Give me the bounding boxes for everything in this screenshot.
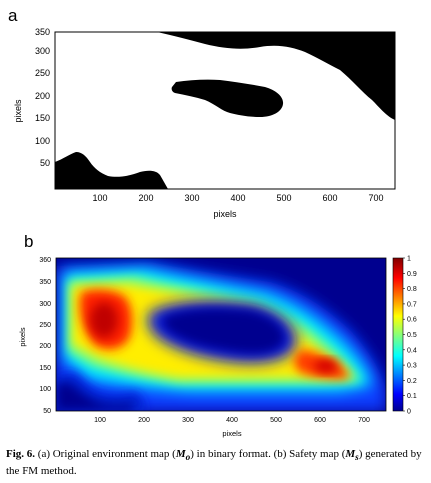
colorbar-tick-label: 0.5 bbox=[407, 332, 417, 339]
panel-a-xlabel: pixels bbox=[213, 209, 237, 219]
panel-a-xtick: 600 bbox=[322, 193, 337, 203]
figure-caption: Fig. 6. (a) Original environment map (Mo… bbox=[6, 447, 426, 478]
panel-a-ytick: 150 bbox=[35, 113, 50, 123]
colorbar-tick-label: 0.8 bbox=[407, 286, 417, 293]
panel-b-ytick: 360 bbox=[39, 257, 51, 264]
panel-a-xtick: 300 bbox=[184, 193, 199, 203]
panel-b-ytick: 200 bbox=[39, 343, 51, 350]
panel-b-xtick: 600 bbox=[314, 417, 326, 424]
caption-math: M bbox=[176, 448, 186, 460]
panel-a-ytick: 350 bbox=[35, 27, 50, 37]
panel-a-xtick: 200 bbox=[138, 193, 153, 203]
panel-a-yticks: 350 300 250 200 150 100 50 bbox=[35, 27, 50, 168]
colorbar-tick-label: 0.9 bbox=[407, 271, 417, 278]
panel-b-ytick: 350 bbox=[39, 279, 51, 286]
panel-a-ytick: 200 bbox=[35, 91, 50, 101]
colorbar bbox=[393, 258, 403, 411]
panel-a-ytick: 250 bbox=[35, 68, 50, 78]
caption-text: (a) Original environment map ( bbox=[35, 448, 176, 460]
panel-b-ytick: 300 bbox=[39, 301, 51, 308]
panel-b-plot bbox=[56, 258, 386, 411]
panel-a-ylabel: pixels bbox=[13, 99, 23, 123]
panel-b-xtick: 300 bbox=[182, 417, 194, 424]
colorbar-tick-label: 0 bbox=[407, 409, 411, 416]
panel-a-xticks: 100 200 300 400 500 600 700 bbox=[92, 193, 383, 203]
colorbar-ticks: 0 0.1 0.2 0.3 0.4 0.5 0.6 0.7 0.8 0.9 1 bbox=[403, 256, 417, 416]
panel-a-xtick: 500 bbox=[276, 193, 291, 203]
colorbar-tick-label: 1 bbox=[407, 256, 411, 263]
panel-a-xtick: 700 bbox=[368, 193, 383, 203]
panel-a-plot bbox=[55, 32, 395, 189]
colorbar-tick-label: 0.2 bbox=[407, 378, 417, 385]
colorbar-tick-label: 0.1 bbox=[407, 393, 417, 400]
panel-a-xtick: 100 bbox=[92, 193, 107, 203]
colorbar-tick-label: 0.7 bbox=[407, 301, 417, 308]
panel-b-xtick: 400 bbox=[226, 417, 238, 424]
panel-b-ytick: 50 bbox=[43, 408, 51, 415]
panel-b-xlabel: pixels bbox=[222, 429, 241, 438]
panel-a-ytick: 50 bbox=[40, 158, 50, 168]
panel-b-xtick: 700 bbox=[358, 417, 370, 424]
caption-text: ) in binary format. (b) Safety map ( bbox=[190, 448, 345, 460]
panel-b-xtick: 200 bbox=[138, 417, 150, 424]
figure-svg: 350 300 250 200 150 100 50 100 200 300 4… bbox=[0, 0, 431, 445]
panel-b-xtick: 500 bbox=[270, 417, 282, 424]
colorbar-tick-label: 0.4 bbox=[407, 347, 417, 354]
panel-b-ylabel: pixels bbox=[18, 327, 27, 346]
colorbar-tick-label: 0.6 bbox=[407, 317, 417, 324]
colorbar-tick-label: 0.3 bbox=[407, 363, 417, 370]
panel-b-ytick: 150 bbox=[39, 365, 51, 372]
caption-fig-number: Fig. 6. bbox=[6, 448, 35, 460]
panel-b-xticks: 100 200 300 400 500 600 700 bbox=[94, 417, 370, 424]
panel-a-ytick: 300 bbox=[35, 46, 50, 56]
panel-a-ytick: 100 bbox=[35, 136, 50, 146]
panel-b-yticks: 350 300 250 200 150 100 50 360 bbox=[39, 257, 51, 415]
caption-math: M bbox=[345, 448, 355, 460]
panel-a-xtick: 400 bbox=[230, 193, 245, 203]
panel-b-ytick: 250 bbox=[39, 322, 51, 329]
panel-b-ytick: 100 bbox=[39, 386, 51, 393]
panel-b-xtick: 100 bbox=[94, 417, 106, 424]
